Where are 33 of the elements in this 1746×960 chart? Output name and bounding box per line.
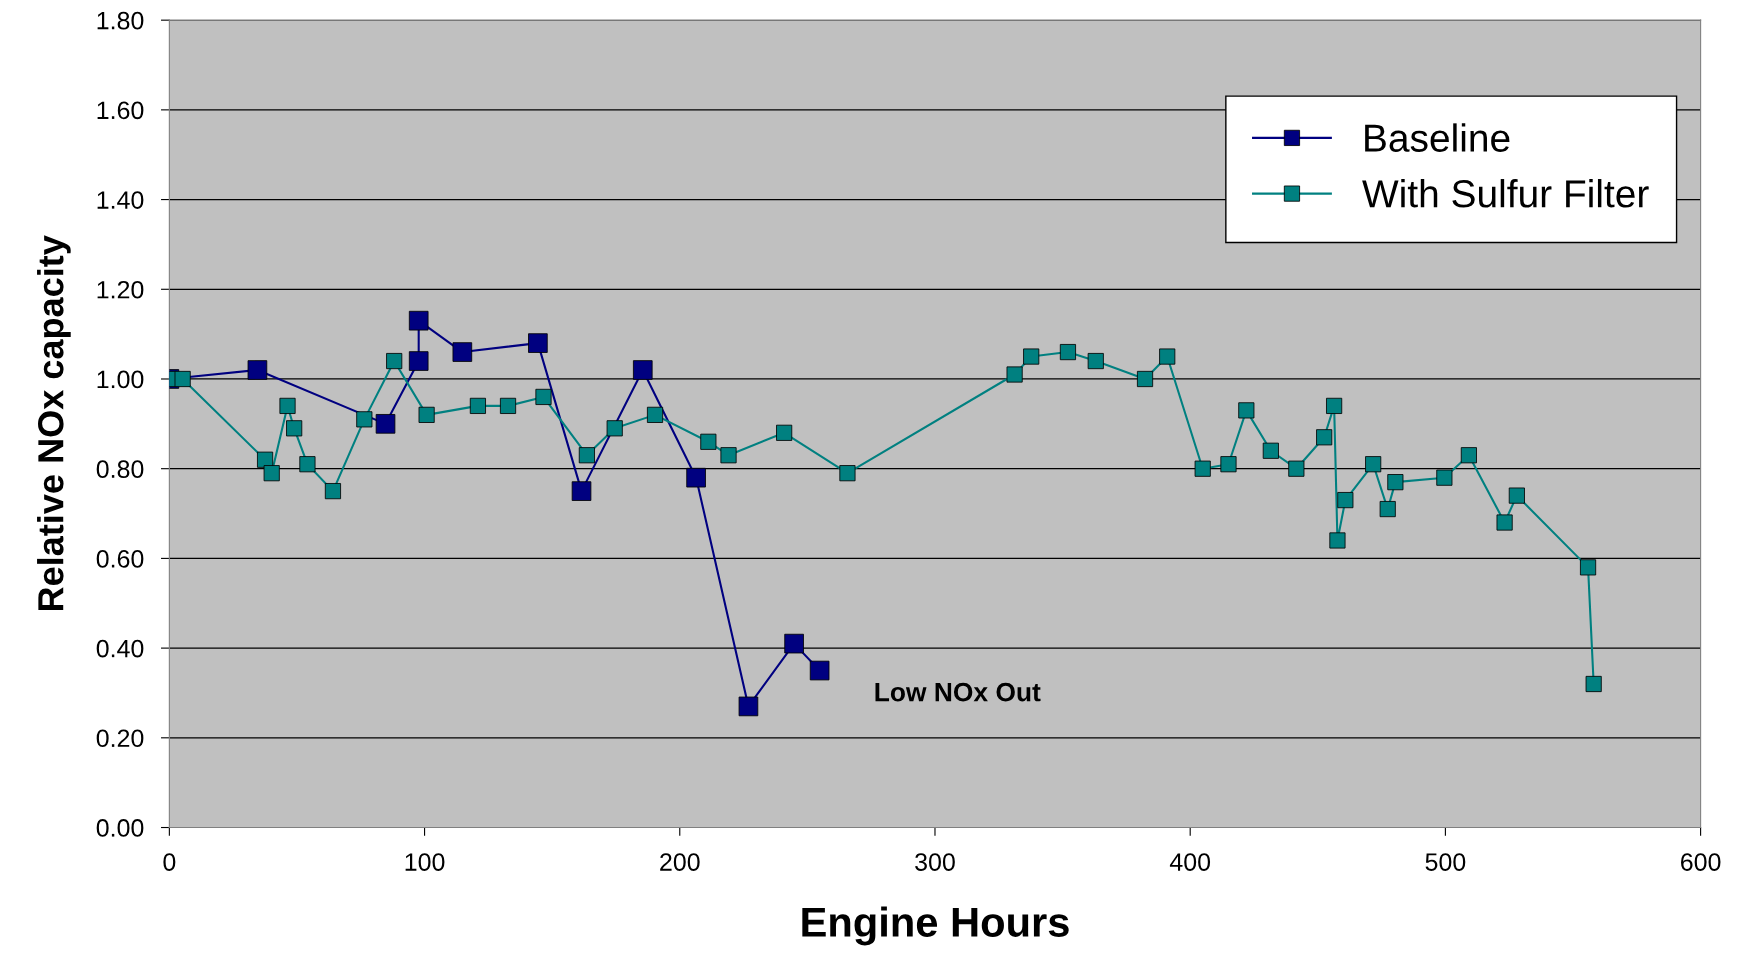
y-tick-label: 0.60 bbox=[96, 550, 144, 568]
y-tick-label: 0.80 bbox=[96, 460, 144, 478]
y-axis-title: Relative NOx capacity bbox=[37, 235, 71, 611]
point bbox=[535, 388, 552, 405]
point bbox=[1379, 501, 1396, 518]
y-tick-label: 1.80 bbox=[97, 11, 144, 30]
x-tick-label: 200 bbox=[660, 853, 700, 871]
point bbox=[386, 352, 403, 370]
point bbox=[1136, 370, 1154, 388]
x-tick-label: 0 bbox=[163, 853, 176, 871]
point bbox=[1059, 344, 1076, 361]
x-tick-label: 100 bbox=[405, 853, 445, 871]
x-tick-label: 300 bbox=[915, 853, 955, 871]
y-tick-label: 0.20 bbox=[96, 729, 144, 748]
x-tick-label: 600 bbox=[1681, 853, 1721, 871]
point bbox=[279, 397, 296, 414]
y-tick-label: 1.40 bbox=[97, 191, 144, 209]
point bbox=[408, 310, 429, 331]
y-tick-label: 1.00 bbox=[97, 370, 144, 389]
x-tick-label: 500 bbox=[1425, 853, 1466, 871]
point bbox=[1337, 492, 1354, 509]
annotation: Low NOx Out bbox=[875, 682, 1041, 702]
point bbox=[174, 370, 191, 388]
legend-label: Baseline bbox=[1365, 123, 1510, 152]
y-tick-label: 0.00 bbox=[96, 819, 144, 837]
y-tick-label: 1.20 bbox=[97, 280, 144, 299]
y-tick-label: 0.40 bbox=[96, 639, 144, 658]
point bbox=[738, 696, 759, 717]
legend-label: With Sulfur Filter bbox=[1362, 179, 1649, 208]
point bbox=[469, 397, 486, 414]
x-axis-title: Engine Hours bbox=[802, 906, 1069, 946]
y-tick-label: 1.60 bbox=[97, 101, 144, 120]
x-tick-label: 400 bbox=[1169, 853, 1211, 871]
